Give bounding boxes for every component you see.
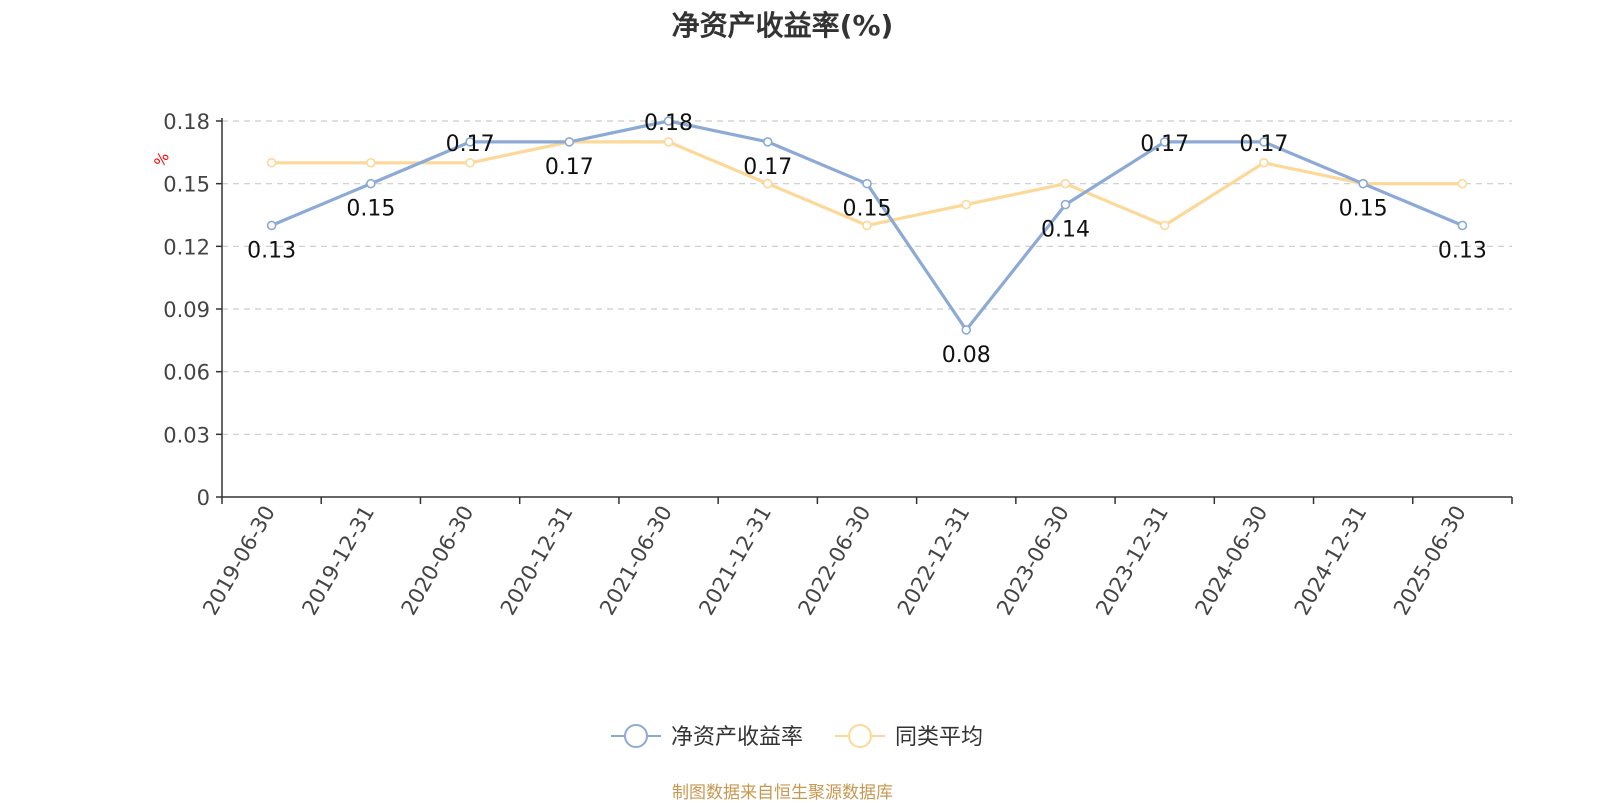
series-1-point[interactable]	[1060, 199, 1071, 210]
data-label: 0.13	[1438, 238, 1487, 263]
y-tick-label: 0.18	[163, 110, 210, 134]
series-2-point[interactable]	[465, 157, 475, 168]
x-axis-ticks: 2019-06-30 2019-12-31 2020-06-30 2020-12-31…	[198, 497, 1513, 620]
series-2-point[interactable]	[1259, 157, 1269, 168]
series-1-point[interactable]	[663, 116, 674, 126]
x-tick-label: 2021-06-30	[595, 502, 677, 620]
series-2-point[interactable]	[862, 220, 872, 231]
y-tick-label: 0.03	[163, 423, 210, 447]
y-axis-unit-label: %	[150, 149, 173, 170]
series-1-point[interactable]	[564, 137, 575, 147]
series-1-point[interactable]	[1159, 137, 1170, 147]
legend-marker-icon	[848, 724, 872, 748]
x-tick-label: 2022-06-30	[794, 502, 876, 620]
series-1-point[interactable]	[1259, 137, 1269, 147]
data-label: 0.08	[942, 343, 991, 368]
series-1-point[interactable]	[266, 220, 277, 231]
x-tick-label: 2019-12-31	[297, 502, 379, 620]
series-2-point[interactable]	[762, 178, 773, 189]
x-tick-label: 2022-12-31	[893, 502, 975, 620]
data-label: 0.18	[644, 111, 693, 136]
x-tick-label: 2020-06-30	[397, 502, 479, 620]
data-label: 0.17	[1140, 132, 1189, 157]
series-1-point[interactable]	[961, 325, 972, 335]
series-2-point[interactable]	[266, 157, 277, 168]
x-tick-label: 2020-12-31	[496, 502, 578, 620]
source-note: 制图数据来自恒生聚源数据库	[672, 783, 893, 803]
series-2-point[interactable]	[1159, 220, 1170, 231]
legend-label: 净资产收益率	[671, 725, 803, 750]
legend[interactable]: 净资产收益率 同类平均	[611, 724, 983, 750]
legend-item-series-2[interactable]: 同类平均	[835, 724, 983, 750]
series-1-point[interactable]	[465, 137, 475, 147]
legend-marker-icon	[624, 724, 648, 748]
series-2-point[interactable]	[961, 199, 972, 210]
data-label: 0.15	[843, 197, 892, 222]
data-label: 0.17	[545, 155, 594, 180]
data-label: 0.17	[1239, 132, 1288, 157]
legend-item-series-1[interactable]: 净资产收益率	[611, 724, 803, 750]
data-label: 0.14	[1041, 218, 1090, 243]
legend-label: 同类平均	[895, 725, 983, 750]
y-tick-label: 0	[197, 486, 210, 510]
data-label: 0.15	[346, 197, 395, 222]
axes: %	[150, 118, 1512, 498]
y-tick-label: 0.15	[163, 173, 210, 197]
grid-lines	[222, 120, 1512, 435]
data-label: 0.17	[743, 155, 792, 180]
series-1-point[interactable]	[1358, 178, 1368, 189]
x-tick-label: 2019-06-30	[198, 502, 280, 620]
data-label: 0.17	[446, 132, 495, 157]
x-tick-label: 2025-06-30	[1389, 502, 1471, 620]
x-tick-label: 2023-12-31	[1091, 502, 1173, 620]
chart-title: 净资产收益率(%)	[671, 9, 894, 42]
x-tick-label: 2021-12-31	[694, 502, 776, 620]
series-2-point[interactable]	[1457, 178, 1468, 189]
series-points	[266, 116, 1468, 335]
series-1-point[interactable]	[366, 178, 376, 189]
x-tick-label: 2024-12-31	[1290, 502, 1372, 620]
y-tick-label: 0.09	[163, 298, 210, 322]
data-label: 0.13	[247, 238, 296, 263]
series-1-point[interactable]	[862, 178, 872, 189]
series-2-point[interactable]	[366, 157, 376, 168]
series-1-point[interactable]	[762, 137, 773, 147]
series-1-point[interactable]	[1457, 220, 1468, 231]
data-label: 0.15	[1339, 197, 1388, 222]
y-axis-ticks: 0 0.03 0.06 0.09 0.12 0.15 0.18	[163, 110, 222, 510]
series-2-point[interactable]	[1060, 178, 1071, 189]
data-labels: 0.13 0.15 0.17 0.17 0.18 0.17 0.15 0.08 0.14 0.17…	[247, 111, 1487, 368]
x-tick-label: 2024-06-30	[1190, 502, 1272, 620]
y-tick-label: 0.12	[163, 235, 210, 259]
series-2-point[interactable]	[663, 137, 674, 147]
y-tick-label: 0.06	[163, 361, 210, 385]
x-tick-label: 2023-06-30	[992, 502, 1074, 620]
